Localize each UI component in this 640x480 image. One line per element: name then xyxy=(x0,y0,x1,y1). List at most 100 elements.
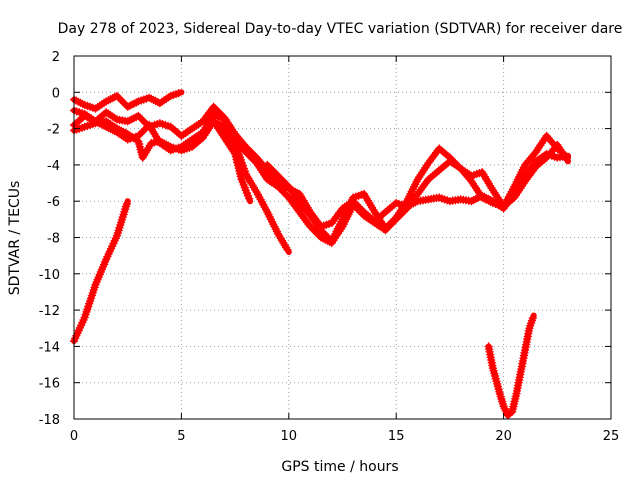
data-point xyxy=(114,233,119,238)
data-point xyxy=(104,257,109,262)
series-markers xyxy=(69,199,132,346)
data-point xyxy=(190,144,195,149)
data-point xyxy=(239,177,244,182)
series-markers xyxy=(69,89,183,113)
data-point xyxy=(512,184,517,189)
y-tick-label: -4 xyxy=(47,159,60,174)
x-axis-label: GPS time / hours xyxy=(281,459,398,475)
data-series xyxy=(69,89,571,420)
data-point xyxy=(93,119,98,124)
data-point xyxy=(265,162,270,167)
data-point xyxy=(222,117,227,122)
y-tick-label: -8 xyxy=(47,232,60,247)
data-point xyxy=(361,191,366,196)
data-point xyxy=(286,195,291,200)
data-point xyxy=(286,184,291,189)
y-tick-label: -10 xyxy=(39,268,60,283)
data-point xyxy=(458,197,463,202)
data-point xyxy=(125,132,130,137)
data-point xyxy=(104,99,109,104)
y-tick-label: -12 xyxy=(39,304,60,319)
data-point xyxy=(179,90,184,95)
data-point xyxy=(104,124,109,129)
data-point xyxy=(533,164,538,169)
data-point xyxy=(276,173,281,178)
data-point xyxy=(523,162,528,167)
data-point xyxy=(555,155,560,160)
data-point xyxy=(426,161,431,166)
data-point xyxy=(248,199,253,204)
data-point xyxy=(566,155,571,160)
series-track-d xyxy=(69,102,571,231)
grid-lines xyxy=(74,56,611,419)
chart-title: Day 278 of 2023, Sidereal Day-to-day VTE… xyxy=(58,21,623,37)
data-point xyxy=(527,326,532,331)
data-point xyxy=(179,148,184,153)
x-tick-label: 15 xyxy=(388,429,405,444)
data-point xyxy=(383,210,388,215)
data-point xyxy=(383,226,388,231)
data-point xyxy=(254,161,259,166)
data-point xyxy=(157,121,162,126)
data-point xyxy=(125,119,130,124)
data-point xyxy=(458,166,463,171)
y-tick-label: 0 xyxy=(52,86,60,101)
y-tick-label: -16 xyxy=(39,377,60,392)
data-point xyxy=(426,197,431,202)
data-point xyxy=(469,199,474,204)
data-point xyxy=(243,171,248,176)
data-point xyxy=(404,199,409,204)
y-tick-label: 2 xyxy=(52,50,60,65)
axis-ticks: 0 5 10 15 20 25 -18 -16 -14 -12 -10 -8 -6 -4 -2 0 2 xyxy=(39,50,620,444)
data-point xyxy=(157,139,162,144)
data-point xyxy=(518,369,523,374)
data-point xyxy=(351,195,356,200)
data-point xyxy=(505,413,510,418)
data-point xyxy=(82,103,87,108)
data-point xyxy=(114,93,119,98)
data-point xyxy=(276,184,281,189)
y-tick-label: -14 xyxy=(39,340,60,355)
data-point xyxy=(486,344,491,349)
data-point xyxy=(319,235,324,240)
y-tick-label: -2 xyxy=(47,123,60,138)
x-tick-label: 5 xyxy=(177,429,185,444)
data-point xyxy=(276,231,281,236)
data-point xyxy=(93,282,98,287)
data-point xyxy=(125,199,130,204)
data-point xyxy=(297,191,302,196)
x-tick-label: 20 xyxy=(495,429,512,444)
data-point xyxy=(168,144,173,149)
data-point xyxy=(490,366,495,371)
data-point xyxy=(501,404,506,409)
data-point xyxy=(125,137,130,142)
x-tick-label: 0 xyxy=(70,429,78,444)
data-point xyxy=(533,150,538,155)
data-point xyxy=(200,119,205,124)
data-point xyxy=(480,195,485,200)
data-point xyxy=(93,106,98,111)
data-point xyxy=(490,188,495,193)
data-point xyxy=(136,139,141,144)
data-point xyxy=(361,213,366,218)
data-point xyxy=(555,146,560,151)
data-point xyxy=(308,224,313,229)
data-point xyxy=(340,217,345,222)
data-point xyxy=(200,130,205,135)
data-point xyxy=(394,201,399,206)
data-point xyxy=(490,201,495,206)
data-point xyxy=(233,152,238,157)
data-point xyxy=(114,126,119,131)
data-point xyxy=(297,201,302,206)
data-point xyxy=(265,210,270,215)
data-point xyxy=(190,137,195,142)
data-point xyxy=(497,389,502,394)
data-point xyxy=(544,155,549,160)
data-point xyxy=(394,215,399,220)
data-point xyxy=(512,195,517,200)
data-point xyxy=(243,150,248,155)
data-point xyxy=(480,170,485,175)
data-point xyxy=(372,210,377,215)
data-point xyxy=(437,195,442,200)
